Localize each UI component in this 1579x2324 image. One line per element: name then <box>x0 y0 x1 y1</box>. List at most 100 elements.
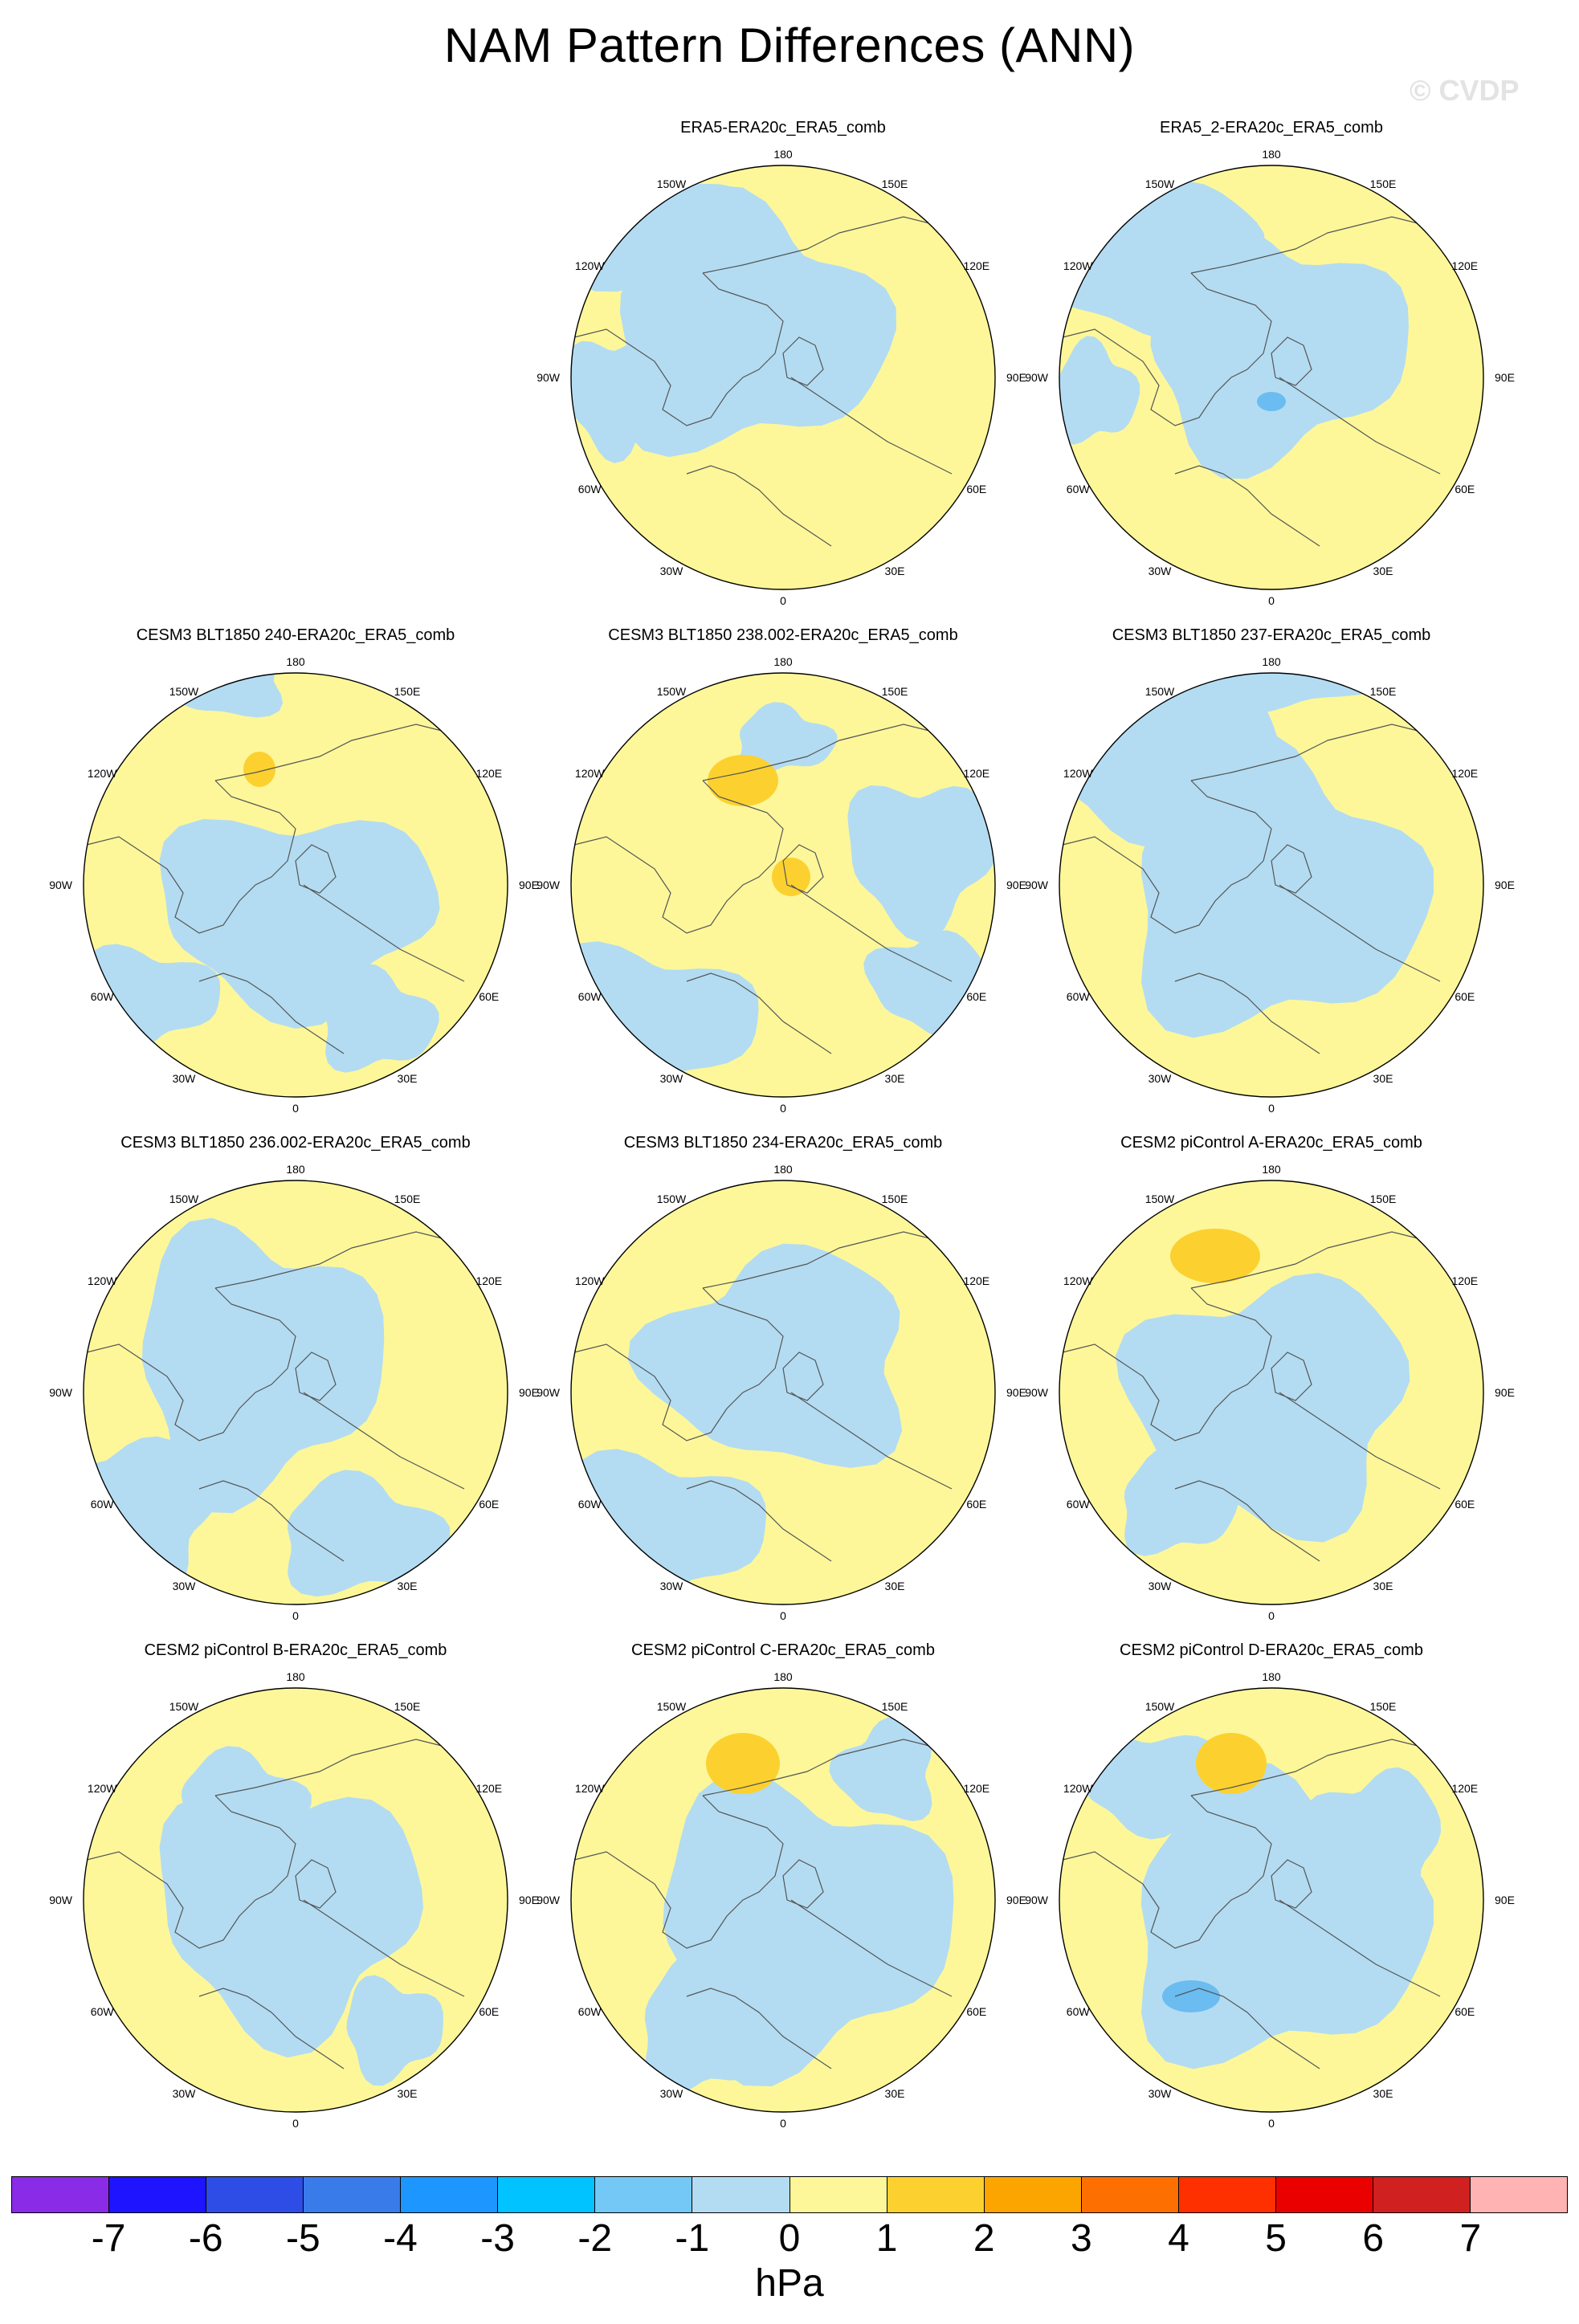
longitude-label: 30E <box>1373 1580 1393 1592</box>
colorbar-segment <box>595 2177 693 2212</box>
longitude-label: 90E <box>1006 1894 1026 1906</box>
longitude-label: 90W <box>537 1894 561 1906</box>
longitude-label: 60E <box>1455 990 1475 1003</box>
negative-region <box>1140 729 1434 1038</box>
longitude-label: 30W <box>660 1072 684 1085</box>
strong-anomaly <box>708 755 778 806</box>
panel-title: CESM3 BLT1850 237-ERA20c_ERA5_comb <box>1112 626 1431 644</box>
longitude-label: 30W <box>173 2087 197 2100</box>
polar-map: 180 150E 120E 90E 60E 30E 0 30W 60W 90W 120W 150W <box>1025 1670 1515 2130</box>
longitude-label: 60E <box>479 2005 499 2018</box>
longitude-label: 120W <box>1063 1782 1093 1795</box>
colorbar-tick-labels: -7 -6 -5 -4 -3 -2 -1 0 1 2 3 4 5 6 7 <box>11 2216 1568 2265</box>
polar-map: 180 150E 120E 90E 60E 30E 0 30W 60W 90W 120W 150W <box>49 655 539 1115</box>
longitude-label: 120E <box>1451 1274 1478 1287</box>
coastline <box>1062 216 1441 547</box>
longitude-label: 90W <box>49 1386 73 1399</box>
map-border <box>570 1687 996 2113</box>
coastline <box>86 724 465 1054</box>
polar-map: 180 150E 120E 90E 60E 30E 0 30W 60W 90W 120W 150W <box>537 148 1026 607</box>
longitude-label: 90W <box>537 879 561 891</box>
negative-region <box>145 673 284 718</box>
longitude-label: 30E <box>1373 565 1393 577</box>
longitude-label: 90E <box>1006 879 1026 891</box>
map-border <box>83 1687 508 2113</box>
colorbar-segment <box>109 2177 207 2212</box>
colorbar-segment <box>692 2177 790 2212</box>
longitude-label: 120W <box>575 1782 605 1795</box>
longitude-label: 90W <box>1025 1386 1049 1399</box>
polar-map: 180 150E 120E 90E 60E 30E 0 30W 60W 90W 120W 150W <box>537 1163 1026 1622</box>
longitude-label: 30W <box>1149 1580 1173 1592</box>
negative-region <box>346 1975 444 2086</box>
coastline <box>1062 1739 1441 2069</box>
colorbar-tick-label: 0 <box>778 2217 801 2260</box>
longitude-label: 30W <box>660 565 684 577</box>
contour-fill <box>1062 1229 1441 1562</box>
contour-fill <box>573 1718 954 2097</box>
longitude-label: 60E <box>1455 1498 1475 1511</box>
longitude-label: 180 <box>1262 148 1281 161</box>
longitude-label: 180 <box>773 1670 793 1683</box>
negative-region <box>847 785 995 943</box>
longitude-label: 60W <box>1067 2005 1091 2018</box>
colorbar-tick-label: 7 <box>1459 2217 1482 2260</box>
map-border <box>570 165 996 590</box>
colorbar <box>11 2176 1568 2213</box>
colorbar-tick-label: -4 <box>383 2217 418 2260</box>
longitude-label: 60W <box>91 2005 115 2018</box>
panel-title: CESM2 piControl C-ERA20c_ERA5_comb <box>631 1641 935 1659</box>
longitude-label: 150E <box>1370 1193 1397 1205</box>
colorbar-tick-label: 3 <box>1071 2217 1092 2260</box>
longitude-label: 120E <box>1451 1782 1478 1795</box>
longitude-label: 0 <box>1268 594 1275 607</box>
map-panel: CESM3 BLT1850 240-ERA20c_ERA5_comb 180 15… <box>49 626 539 1124</box>
coastline <box>1062 724 1441 1054</box>
longitude-label: 150E <box>882 177 908 190</box>
longitude-label: 0 <box>292 1102 299 1115</box>
longitude-label: 30W <box>1149 565 1173 577</box>
longitude-label: 120E <box>475 1782 502 1795</box>
colorbar-units: hPa <box>755 2262 824 2305</box>
longitude-label: 60W <box>91 1498 115 1511</box>
polar-map: 180 150E 120E 90E 60E 30E 0 30W 60W 90W 120W 150W <box>49 1670 539 2130</box>
negative-region <box>627 1243 903 1468</box>
longitude-label: 150E <box>882 1700 908 1713</box>
panel-title: CESM2 piControl A-ERA20c_ERA5_comb <box>1120 1134 1422 1152</box>
negative-region <box>1124 1447 1238 1556</box>
negative-region <box>287 1470 451 1597</box>
longitude-label: 60E <box>966 1498 986 1511</box>
longitude-label: 180 <box>286 1163 305 1176</box>
longitude-label: 180 <box>1262 1163 1281 1176</box>
contour-fill <box>86 1739 465 2086</box>
longitude-label: 180 <box>773 655 793 668</box>
colorbar-tick-label: 5 <box>1265 2217 1287 2260</box>
longitude-label: 90E <box>1495 1894 1515 1906</box>
longitude-label: 30E <box>885 2087 905 2100</box>
longitude-label: 120E <box>475 767 502 780</box>
negative-region <box>739 702 838 775</box>
longitude-label: 150W <box>657 1700 687 1713</box>
colorbar-segment <box>206 2177 304 2212</box>
map-panel: CESM2 piControl B-ERA20c_ERA5_comb 180 15… <box>49 1641 539 2139</box>
colorbar-tick-label: 6 <box>1362 2217 1385 2260</box>
longitude-label: 120W <box>575 767 605 780</box>
strong-anomaly <box>1170 1229 1260 1283</box>
colorbar-segment <box>304 2177 402 2212</box>
longitude-label: 0 <box>780 1609 786 1622</box>
longitude-label: 90E <box>1495 1386 1515 1399</box>
longitude-label: 120E <box>963 1782 989 1795</box>
longitude-label: 150W <box>169 685 199 698</box>
strong-anomaly <box>243 752 275 787</box>
longitude-label: 120E <box>963 1274 989 1287</box>
colorbar-tick-label: -5 <box>286 2217 320 2260</box>
longitude-label: 90W <box>537 371 561 384</box>
longitude-label: 90E <box>1495 371 1515 384</box>
longitude-label: 30E <box>885 565 905 577</box>
colorbar-segment <box>984 2177 1082 2212</box>
longitude-label: 60W <box>1067 1498 1091 1511</box>
colorbar-tick-label: -7 <box>91 2217 126 2260</box>
coastline <box>573 1231 953 1562</box>
map-border <box>1059 165 1484 590</box>
longitude-label: 150W <box>657 685 687 698</box>
